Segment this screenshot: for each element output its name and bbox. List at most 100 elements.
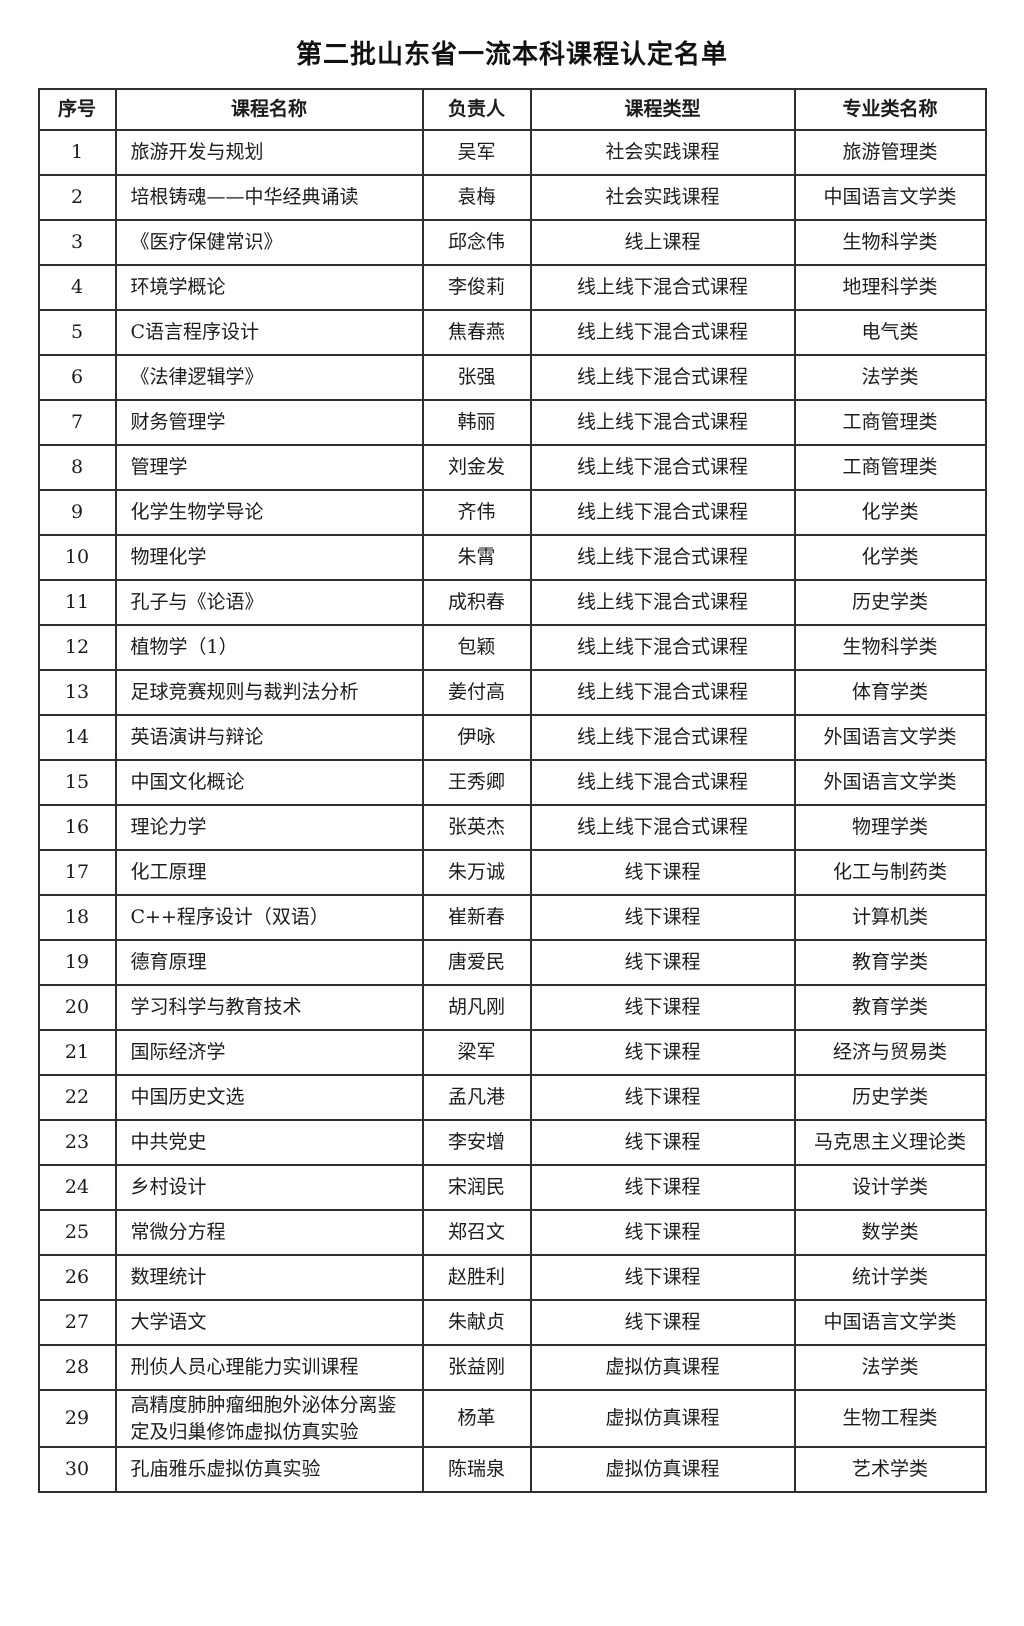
cell-category: 体育学类 [793, 669, 987, 716]
cell-course-type: 线上线下混合式课程 [529, 489, 796, 536]
table-row: 30 孔庙雅乐虚拟仿真实验 陈瑞泉 虚拟仿真课程 艺术学类 [37, 1446, 987, 1494]
cell-course-type: 线下课程 [529, 939, 796, 986]
table-row: 23 中共党史 李安增 线下课程 马克思主义理论类 [37, 1119, 987, 1166]
cell-category: 法学类 [793, 354, 987, 401]
cell-category: 化学类 [793, 489, 987, 536]
cell-serial: 11 [37, 579, 117, 626]
cell-course-type: 线上线下混合式课程 [529, 624, 796, 671]
table-row: 10 物理化学 朱霄 线上线下混合式课程 化学类 [37, 534, 987, 581]
cell-course-name: 大学语文 [114, 1299, 424, 1346]
cell-serial: 4 [37, 264, 117, 311]
cell-serial: 7 [37, 399, 117, 446]
table-row: 7 财务管理学 韩丽 线上线下混合式课程 工商管理类 [37, 399, 987, 446]
col-header-category: 专业类名称 [793, 88, 987, 131]
cell-course-type: 线下课程 [529, 1254, 796, 1301]
cell-category: 电气类 [793, 309, 987, 356]
cell-course-type: 线上线下混合式课程 [529, 264, 796, 311]
cell-serial: 5 [37, 309, 117, 356]
cell-leader: 王秀卿 [421, 759, 532, 806]
cell-course-name: 常微分方程 [114, 1209, 424, 1256]
col-header-leader: 负责人 [421, 88, 532, 131]
cell-serial: 30 [37, 1446, 117, 1494]
table-row: 18 C++程序设计（双语） 崔新春 线下课程 计算机类 [37, 894, 987, 941]
cell-serial: 26 [37, 1254, 117, 1301]
cell-course-type: 线下课程 [529, 1074, 796, 1121]
cell-course-name: 英语演讲与辩论 [114, 714, 424, 761]
cell-leader: 朱霄 [421, 534, 532, 581]
cell-serial: 9 [37, 489, 117, 536]
cell-course-type: 社会实践课程 [529, 129, 796, 176]
cell-leader: 唐爱民 [421, 939, 532, 986]
cell-course-name: 中国文化概论 [114, 759, 424, 806]
cell-category: 法学类 [793, 1344, 987, 1391]
table-row: 12 植物学（1） 包颖 线上线下混合式课程 生物科学类 [37, 624, 987, 671]
cell-course-name: 国际经济学 [114, 1029, 424, 1076]
cell-course-name: 植物学（1） [114, 624, 424, 671]
cell-course-name: 孔庙雅乐虚拟仿真实验 [114, 1446, 424, 1494]
cell-category: 教育学类 [793, 939, 987, 986]
cell-course-name: 化工原理 [114, 849, 424, 896]
cell-leader: 张强 [421, 354, 532, 401]
cell-category: 地理科学类 [793, 264, 987, 311]
col-header-serial: 序号 [37, 88, 117, 131]
cell-course-type: 线下课程 [529, 984, 796, 1031]
table-row: 3 《医疗保健常识》 邱念伟 线上课程 生物科学类 [37, 219, 987, 266]
cell-course-name: 乡村设计 [114, 1164, 424, 1211]
cell-leader: 朱万诚 [421, 849, 532, 896]
cell-category: 外国语言文学类 [793, 759, 987, 806]
cell-course-name: 财务管理学 [114, 399, 424, 446]
cell-course-name: 物理化学 [114, 534, 424, 581]
cell-serial: 15 [37, 759, 117, 806]
table-row: 26 数理统计 赵胜利 线下课程 统计学类 [37, 1254, 987, 1301]
table-row: 6 《法律逻辑学》 张强 线上线下混合式课程 法学类 [37, 354, 987, 401]
cell-course-type: 线下课程 [529, 849, 796, 896]
cell-course-name: 中国历史文选 [114, 1074, 424, 1121]
cell-leader: 陈瑞泉 [421, 1446, 532, 1494]
cell-course-name: 德育原理 [114, 939, 424, 986]
cell-course-type: 线下课程 [529, 1119, 796, 1166]
cell-leader: 邱念伟 [421, 219, 532, 266]
table-row: 25 常微分方程 郑召文 线下课程 数学类 [37, 1209, 987, 1256]
cell-course-name: 数理统计 [114, 1254, 424, 1301]
table-row: 13 足球竞赛规则与裁判法分析 姜付高 线上线下混合式课程 体育学类 [37, 669, 987, 716]
cell-serial: 14 [37, 714, 117, 761]
cell-course-name: 足球竞赛规则与裁判法分析 [114, 669, 424, 716]
cell-leader: 李俊莉 [421, 264, 532, 311]
table-row: 5 C语言程序设计 焦春燕 线上线下混合式课程 电气类 [37, 309, 987, 356]
cell-course-name: C++程序设计（双语） [114, 894, 424, 941]
cell-serial: 21 [37, 1029, 117, 1076]
cell-leader: 孟凡港 [421, 1074, 532, 1121]
cell-course-name: 《法律逻辑学》 [114, 354, 424, 401]
table-row: 24 乡村设计 宋润民 线下课程 设计学类 [37, 1164, 987, 1211]
table-row: 11 孔子与《论语》 成积春 线上线下混合式课程 历史学类 [37, 579, 987, 626]
cell-leader: 崔新春 [421, 894, 532, 941]
cell-category: 生物科学类 [793, 219, 987, 266]
cell-leader: 伊咏 [421, 714, 532, 761]
cell-leader: 韩丽 [421, 399, 532, 446]
cell-serial: 12 [37, 624, 117, 671]
cell-category: 设计学类 [793, 1164, 987, 1211]
cell-category: 数学类 [793, 1209, 987, 1256]
cell-course-name: 高精度肺肿瘤细胞外泌体分离鉴定及归巢修饰虚拟仿真实验 [114, 1388, 424, 1449]
cell-course-name: 中共党史 [114, 1119, 424, 1166]
cell-course-type: 线上线下混合式课程 [529, 399, 796, 446]
cell-serial: 8 [37, 444, 117, 491]
cell-category: 物理学类 [793, 804, 987, 851]
course-table: 序号 课程名称 负责人 课程类型 专业类名称 1 旅游开发与规划 吴军 社会实践课程旅… [37, 88, 987, 1494]
cell-category: 工商管理类 [793, 444, 987, 491]
cell-course-name: 学习科学与教育技术 [114, 984, 424, 1031]
table-row: 1 旅游开发与规划 吴军 社会实践课程 旅游管理类 [37, 129, 987, 176]
cell-course-type: 线上线下混合式课程 [529, 714, 796, 761]
cell-leader: 胡凡刚 [421, 984, 532, 1031]
cell-course-name: 培根铸魂——中华经典诵读 [114, 174, 424, 221]
cell-category: 中国语言文学类 [793, 1299, 987, 1346]
cell-course-type: 线下课程 [529, 894, 796, 941]
cell-category: 马克思主义理论类 [793, 1119, 987, 1166]
cell-leader: 杨革 [421, 1388, 532, 1449]
table-row: 20 学习科学与教育技术 胡凡刚 线下课程 教育学类 [37, 984, 987, 1031]
cell-serial: 18 [37, 894, 117, 941]
header-row: 序号 课程名称 负责人 课程类型 专业类名称 [37, 88, 987, 131]
cell-serial: 10 [37, 534, 117, 581]
cell-serial: 24 [37, 1164, 117, 1211]
